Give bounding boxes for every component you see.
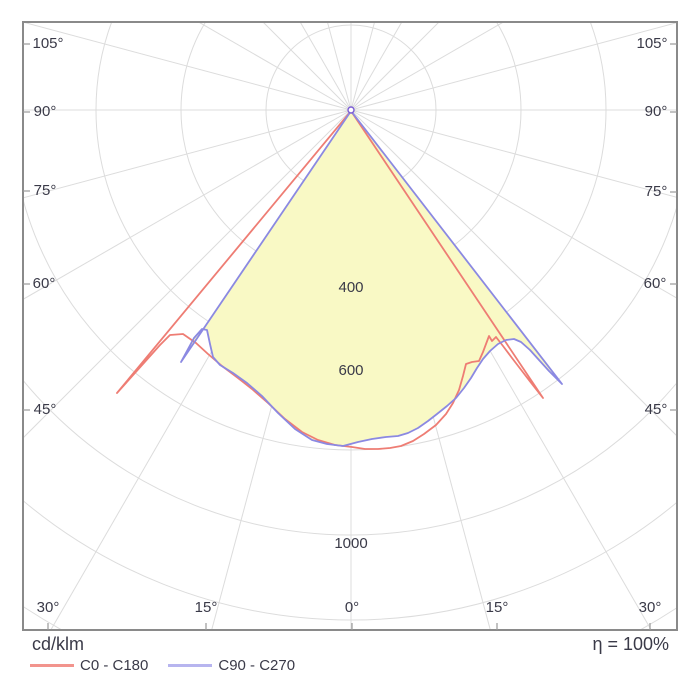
angle-label: 105° xyxy=(32,35,63,52)
legend-item-c90-c270: C90 - C270 xyxy=(168,657,295,674)
grid-ray xyxy=(23,22,352,111)
angle-label: 15° xyxy=(486,599,509,616)
unit-label: cd/klm xyxy=(32,634,85,654)
origin-marker-icon xyxy=(347,106,355,114)
c90-c270-swatch-icon xyxy=(168,664,213,667)
angle-label: 30° xyxy=(37,599,60,616)
c0-c180-swatch-icon xyxy=(30,664,74,667)
grid-ray xyxy=(299,22,352,111)
angle-label: 0° xyxy=(345,599,359,616)
legend: C0 - C180 C90 - C270 xyxy=(30,657,295,674)
angle-label: 60° xyxy=(33,275,56,292)
angle-label: 75° xyxy=(34,182,57,199)
grid-ray xyxy=(262,22,352,111)
curve-c90-c270 xyxy=(180,110,563,447)
grid-ray xyxy=(350,109,677,198)
legend-label-c0-c180: C0 - C180 xyxy=(80,657,149,674)
grid-ray xyxy=(350,22,403,111)
angle-label: 15° xyxy=(195,599,218,616)
plot-border xyxy=(22,21,678,631)
grid-ray xyxy=(197,22,352,111)
legend-item-c0-c180: C0 - C180 xyxy=(30,657,148,674)
legend-label-c90-c270: C90 - C270 xyxy=(218,657,296,674)
grid-ray xyxy=(23,109,352,439)
angle-label: 60° xyxy=(644,275,667,292)
grid-ring xyxy=(23,22,677,451)
grid-ray xyxy=(350,22,505,111)
grid-ring xyxy=(23,499,677,621)
fill-region xyxy=(181,111,562,446)
angle-label: 90° xyxy=(645,103,668,120)
ring-value-label: 600 xyxy=(338,362,363,379)
efficiency-label: η = 100% xyxy=(592,634,669,654)
grid-ray xyxy=(350,22,440,111)
angle-label: 45° xyxy=(645,401,668,418)
ring-value-label: 400 xyxy=(338,279,363,296)
angle-label: 45° xyxy=(34,401,57,418)
angle-label: 90° xyxy=(34,103,57,120)
grid-ray xyxy=(23,109,352,300)
angle-label: 75° xyxy=(645,183,668,200)
grid-ray xyxy=(326,22,352,111)
ring-value-label: 1000 xyxy=(334,535,367,552)
grid-ray xyxy=(350,109,677,299)
angle-label: 30° xyxy=(639,599,662,616)
angle-label: 105° xyxy=(636,35,667,52)
grid-ray xyxy=(350,22,376,111)
grid-ray xyxy=(23,109,352,199)
grid-ray xyxy=(350,109,677,437)
grid-ray xyxy=(350,22,677,111)
grid-ring xyxy=(23,379,677,536)
